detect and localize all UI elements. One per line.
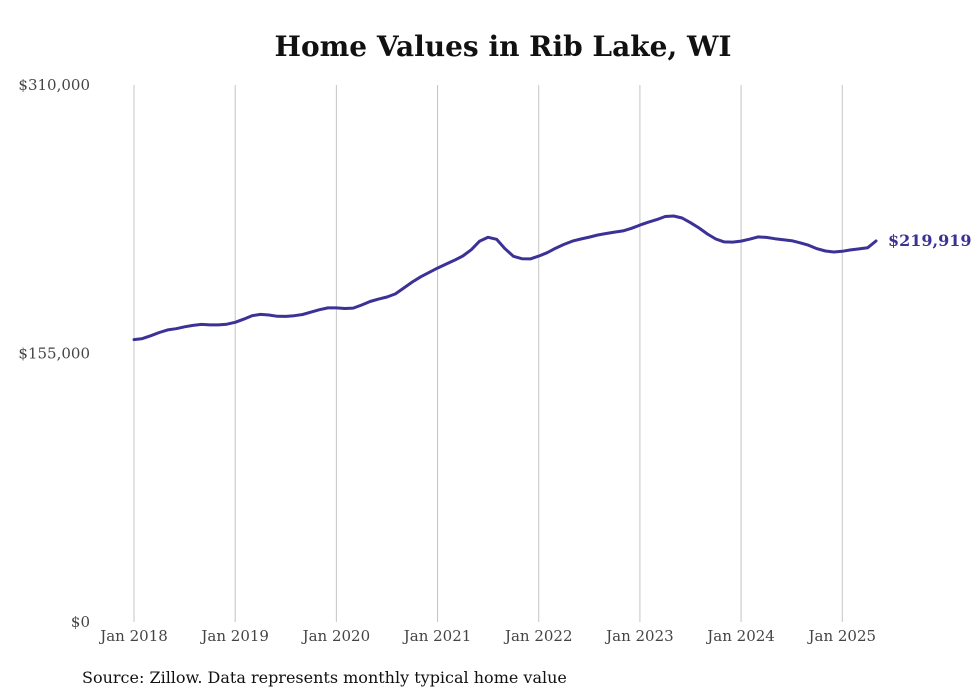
end-value-label: $219,919 bbox=[888, 231, 972, 250]
x-tick-label: Jan 2018 bbox=[98, 627, 168, 645]
y-tick-label: $0 bbox=[71, 613, 90, 631]
x-axis-ticks: Jan 2018 Jan 2019 Jan 2020 Jan 2021 Jan 2022… bbox=[98, 627, 876, 645]
series-lines bbox=[132, 214, 878, 342]
x-tick-label: Jan 2020 bbox=[301, 627, 371, 645]
x-tick-label: Jan 2019 bbox=[199, 627, 269, 645]
x-tick-label: Jan 2023 bbox=[604, 627, 674, 645]
x-tick-label: Jan 2024 bbox=[705, 627, 775, 645]
chart-title: Home Values in Rib Lake, WI bbox=[274, 30, 732, 63]
y-tick-label: $155,000 bbox=[18, 345, 90, 363]
x-tick-label: Jan 2021 bbox=[402, 627, 472, 645]
x-tick-label: Jan 2025 bbox=[806, 627, 876, 645]
x-tick-label: Jan 2022 bbox=[503, 627, 573, 645]
y-tick-label: $310,000 bbox=[18, 76, 90, 94]
source-note: Source: Zillow. Data represents monthly … bbox=[82, 668, 567, 687]
series-line bbox=[132, 214, 878, 342]
end-labels: $219,919 bbox=[888, 231, 972, 250]
y-axis-ticks: $310,000 $155,000 $0 bbox=[18, 76, 90, 631]
gridlines bbox=[133, 85, 843, 622]
